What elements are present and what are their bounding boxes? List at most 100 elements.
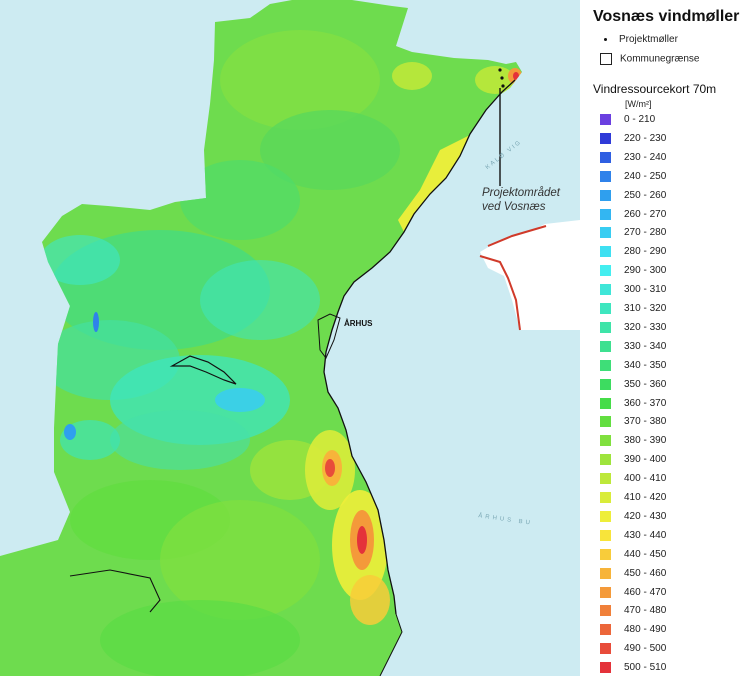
legend-class-label: 270 - 280 (624, 227, 667, 239)
legend-class-row: 470 - 480 (600, 605, 666, 620)
color-swatch (600, 397, 611, 409)
legend-class-label: 500 - 510 (624, 662, 667, 674)
turbine-marker (501, 84, 505, 88)
legend-class-row: 380 - 390 (600, 435, 666, 450)
legend-class-label: 420 - 430 (624, 511, 667, 523)
legend-class-label: 250 - 260 (624, 189, 667, 201)
legend-class-label: 300 - 310 (624, 284, 667, 296)
legend-class-label: 280 - 290 (624, 246, 667, 258)
legend-class-row: 370 - 380 (600, 416, 666, 431)
legend-class-label: 480 - 490 (624, 624, 667, 636)
legend-class-row: 260 - 270 (600, 208, 667, 224)
legend-title: Vosnæs vindmøller (593, 8, 740, 25)
legend-class-row: 500 - 510 (600, 662, 666, 677)
legend-class-row: 490 - 500 (600, 643, 666, 658)
coast-edge-south (379, 613, 403, 676)
color-swatch (600, 473, 611, 485)
legend-class-row: 280 - 290 (600, 246, 666, 261)
color-swatch (600, 510, 611, 522)
municipal-border (323, 79, 516, 615)
legend-panel (580, 0, 750, 676)
color-swatch (600, 170, 611, 182)
legend-class-label: 490 - 500 (624, 643, 667, 655)
color-swatch (600, 454, 611, 466)
turbine-marker (500, 76, 504, 80)
legend-class-label: 360 - 370 (624, 397, 667, 409)
legend-turbines-label: Projektmøller (619, 34, 678, 45)
legend-class-label: 310 - 320 (624, 303, 667, 315)
color-swatch (600, 246, 611, 258)
legend-class-row: 420 - 430 (600, 510, 667, 526)
legend-class-label: 440 - 450 (624, 548, 667, 560)
color-swatch (600, 662, 611, 674)
color-swatch (600, 284, 611, 296)
legend-class-row: 310 - 320 (600, 303, 666, 318)
turbine-marker (498, 68, 502, 72)
color-swatch (600, 643, 611, 655)
color-swatch (600, 416, 611, 428)
legend-class-label: 290 - 300 (624, 265, 667, 277)
legend-class-row: 400 - 410 (600, 473, 666, 488)
legend-class-row: 440 - 450 (600, 548, 667, 564)
legend-class-label: 470 - 480 (624, 605, 667, 617)
legend-class-label: 430 - 440 (624, 529, 667, 541)
legend-class-row: 430 - 440 (600, 529, 667, 545)
color-swatch (600, 435, 611, 447)
legend-class-row: 330 - 340 (600, 340, 666, 356)
legend-class-row: 300 - 310 (600, 284, 666, 299)
project-area-label-line1: Projektområdet (482, 187, 560, 199)
legend-class-row: 0 - 210 (600, 114, 655, 129)
legend-border-row: Kommunegrænse (600, 53, 699, 65)
color-swatch (600, 151, 611, 163)
legend-class-label: 260 - 270 (624, 208, 667, 220)
color-swatch (600, 529, 611, 541)
legend-class-label: 370 - 380 (624, 416, 667, 428)
project-area-label: Projektområdet ved Vosnæs (482, 186, 560, 214)
color-swatch (600, 132, 611, 144)
legend-class-row: 460 - 470 (600, 586, 667, 602)
kalo-coast-edge (479, 225, 547, 331)
legend-class-label: 380 - 390 (624, 435, 667, 447)
color-swatch (600, 605, 611, 617)
legend-class-label: 390 - 400 (624, 454, 667, 466)
legend-class-row: 340 - 350 (600, 359, 667, 375)
legend-class-row: 230 - 240 (600, 151, 667, 167)
legend-class-label: 340 - 350 (624, 359, 667, 371)
legend-class-row: 360 - 370 (600, 397, 667, 413)
western-border (69, 569, 161, 613)
legend-class-label: 0 - 210 (624, 114, 656, 126)
legend-class-row: 410 - 420 (600, 492, 666, 507)
border-box-icon (600, 53, 612, 65)
color-swatch (600, 378, 611, 390)
kalo-coast-land (480, 220, 580, 330)
color-swatch (600, 227, 611, 239)
color-swatch (600, 624, 611, 636)
legend-class-row: 390 - 400 (600, 454, 666, 469)
lake (169, 355, 237, 385)
scale-title: Vindressourcekort 70m (593, 82, 717, 96)
harbour (317, 313, 341, 359)
color-swatch (600, 321, 611, 333)
legend-class-label: 450 - 460 (624, 567, 667, 579)
color-swatch (600, 114, 611, 125)
legend-class-row: 250 - 260 (600, 189, 667, 205)
color-swatch (600, 492, 611, 503)
legend-class-label: 460 - 470 (624, 586, 667, 598)
color-swatch (600, 189, 611, 201)
color-swatch (600, 567, 611, 579)
legend-class-row: 350 - 360 (600, 378, 666, 394)
color-swatch (600, 359, 611, 371)
legend-class-row: 290 - 300 (600, 265, 666, 280)
legend-class-label: 320 - 330 (624, 322, 667, 334)
project-area-label-line2: ved Vosnæs (482, 201, 546, 213)
scale-unit: [W/m²] (625, 99, 652, 109)
legend-turbines-row: Projektmøller (600, 34, 678, 45)
legend-class-label: 230 - 240 (624, 151, 667, 163)
color-swatch (600, 265, 611, 277)
legend-class-row: 450 - 460 (600, 567, 667, 583)
color-swatch (600, 340, 611, 352)
legend-class-label: 220 - 230 (624, 133, 667, 145)
legend-class-label: 240 - 250 (624, 170, 667, 182)
color-swatch (600, 586, 611, 598)
